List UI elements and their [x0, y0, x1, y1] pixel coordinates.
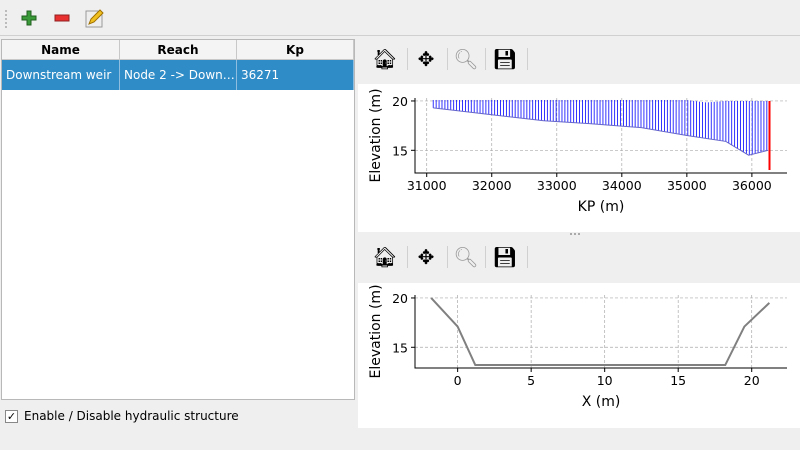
x-tick-label: 36000 [732, 178, 772, 193]
column-header-kp[interactable]: Kp [237, 40, 354, 60]
y-tick-label: 15 [392, 143, 408, 158]
x-tick-label: 34000 [602, 178, 642, 193]
column-header-reach[interactable]: Reach [120, 40, 237, 60]
y-axis-label: Elevation (m) [368, 284, 384, 378]
pan-icon[interactable]: ✥ [417, 245, 435, 269]
axes-frame [414, 98, 787, 174]
plot-toolbar-1: 🏠︎ ✥ 🔍︎ 💾︎ [365, 42, 795, 76]
cell-name[interactable]: Downstream weir [2, 60, 120, 90]
edit-icon [85, 9, 104, 28]
enable-checkbox[interactable]: ✓ [5, 410, 18, 423]
cross-section-chart: 0 5 10 15 20 15 20 X (m) Elevation (m) [358, 283, 800, 428]
splitter-handle[interactable] [570, 233, 580, 236]
x-tick-label: 0 [454, 373, 462, 388]
remove-icon [54, 14, 70, 22]
zoom-icon[interactable]: 🔍︎ [453, 245, 479, 269]
cell-reach[interactable]: Node 2 -> Down… [120, 60, 237, 90]
x-tick-label: 10 [597, 373, 613, 388]
pan-icon[interactable]: ✥ [417, 47, 435, 71]
cross-section-profile-line [430, 297, 771, 367]
x-tick-label: 5 [527, 373, 535, 388]
save-icon[interactable]: 💾︎ [492, 245, 518, 269]
y-tick-label: 20 [392, 291, 408, 306]
column-header-name[interactable]: Name [2, 40, 120, 60]
main-toolbar [0, 0, 800, 36]
bed-profile-line [433, 107, 769, 156]
axes-frame [414, 295, 787, 369]
home-icon[interactable]: 🏠︎ [372, 245, 398, 269]
edit-button[interactable] [81, 5, 107, 31]
structures-table: Name Reach Kp Downstream weir Node 2 -> … [1, 39, 355, 400]
x-tick-label: 32000 [472, 178, 512, 193]
cell-kp[interactable]: 36271 [237, 60, 354, 90]
toolbar-grip[interactable] [5, 10, 8, 28]
add-icon [21, 10, 37, 26]
plot-toolbar-2: 🏠︎ ✥ 🔍︎ 💾︎ [365, 240, 795, 274]
x-axis-label: X (m) [582, 394, 621, 410]
y-tick-label: 15 [392, 340, 408, 355]
y-tick-label: 20 [392, 94, 408, 109]
add-button[interactable] [16, 5, 42, 31]
x-tick-label: 15 [670, 373, 686, 388]
home-icon[interactable]: 🏠︎ [372, 47, 398, 71]
enable-checkbox-label: Enable / Disable hydraulic structure [24, 409, 239, 423]
x-tick-label: 31000 [407, 178, 447, 193]
save-icon[interactable]: 💾︎ [492, 47, 518, 71]
x-tick-label: 33000 [537, 178, 577, 193]
kp-elevation-chart: 31000 32000 33000 34000 35000 36000 15 20 KP (m)… [358, 84, 800, 232]
x-tick-label: 35000 [667, 178, 707, 193]
y-axis-label: Elevation (m) [368, 88, 384, 182]
x-tick-label: 20 [744, 373, 760, 388]
remove-button[interactable] [49, 5, 75, 31]
zoom-icon[interactable]: 🔍︎ [453, 47, 479, 71]
x-axis-label: KP (m) [578, 199, 625, 215]
